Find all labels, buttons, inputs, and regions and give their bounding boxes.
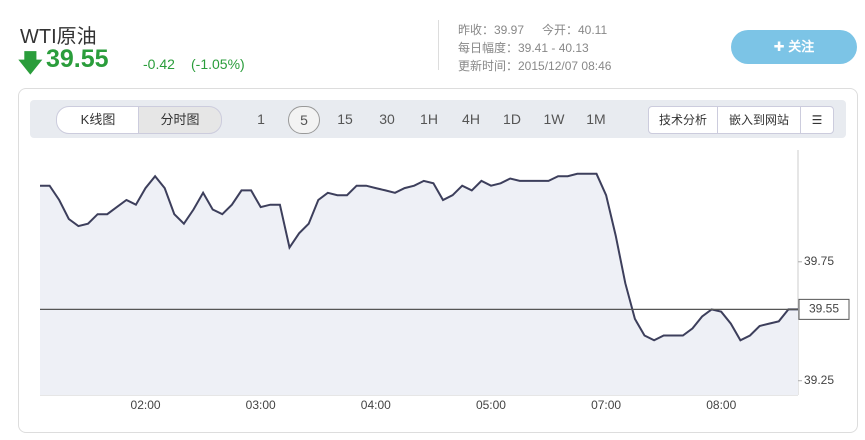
info: 更新时间：2015/12/07 08:46 <box>458 59 612 73</box>
period[interactable]: 1M <box>586 111 606 127</box>
x-tick-label: 07:00 <box>591 398 621 412</box>
area-fill <box>40 173 798 395</box>
x-tick-label: 04:00 <box>361 398 391 412</box>
x-tick-label: 08:00 <box>706 398 736 412</box>
button[interactable]: 嵌入到网站 <box>717 106 801 134</box>
follow-button[interactable]: ✚ 关注 <box>731 30 857 64</box>
price: 39.55 <box>46 45 109 73</box>
period[interactable]: 4H <box>462 111 480 127</box>
y-tick-label: 39.25 <box>804 373 834 387</box>
x-tick-label: 03:00 <box>246 398 276 412</box>
x-tick-label: 02:00 <box>131 398 161 412</box>
menu-button[interactable]: ☰ <box>800 106 834 134</box>
period[interactable]: 30 <box>379 111 395 127</box>
button[interactable]: 技术分析 <box>648 106 718 134</box>
period[interactable]: 15 <box>337 111 353 127</box>
tab[interactable]: K线图 <box>56 106 140 134</box>
x-tick-label: 05:00 <box>476 398 506 412</box>
period[interactable]: 1H <box>420 111 438 127</box>
period[interactable]: 5 <box>288 106 320 134</box>
chart-card <box>18 88 858 433</box>
separator <box>438 20 439 70</box>
tab[interactable]: 分时图 <box>138 106 222 134</box>
down-arrow: 🡇 <box>18 50 43 77</box>
price-line <box>40 172 798 342</box>
follow-label: 关注 <box>788 39 815 54</box>
last-price-box <box>798 298 850 320</box>
change: -0.42 <box>143 56 175 72</box>
info: 昨收：39.97 <box>458 23 525 37</box>
info: 每日幅度：39.41 - 40.13 <box>458 41 589 55</box>
change-pct: (-1.05%) <box>191 56 245 72</box>
title: WTI原油 <box>20 26 97 48</box>
period[interactable]: 1W <box>543 111 565 127</box>
y-tick-label: 39.75 <box>804 254 834 268</box>
period[interactable]: 1 <box>257 111 265 127</box>
last-price-label: 39.55 <box>809 302 839 316</box>
period[interactable]: 1D <box>503 111 521 127</box>
info: 今开：40.11 <box>542 23 608 37</box>
